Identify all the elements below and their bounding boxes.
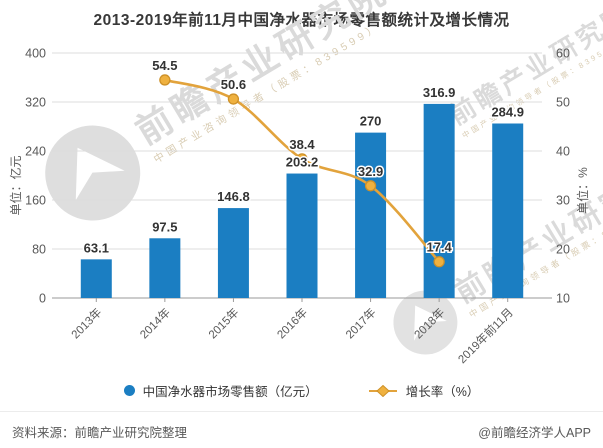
x-axis-label: 2013年 xyxy=(68,305,104,341)
right-axis-tick-label: 50 xyxy=(556,96,570,110)
line-value-label: 50.6 xyxy=(221,77,246,92)
line-marker xyxy=(296,153,308,165)
right-axis-tick-label: 10 xyxy=(556,292,570,306)
right-axis-name: 单位：% xyxy=(575,167,590,214)
credit-note: @前瞻经济学人APP xyxy=(478,426,591,440)
left-axis-tick-label: 240 xyxy=(25,145,46,159)
x-axis-label: 2018年 xyxy=(411,305,447,341)
bar-value-label: 146.8 xyxy=(217,189,250,204)
x-axis-label: 2015年 xyxy=(205,305,241,341)
left-axis-tick-label: 0 xyxy=(39,292,46,306)
footer: 资料来源：前瞻产业研究院整理 @前瞻经济学人APP xyxy=(0,411,603,441)
x-axis-label: 2016年 xyxy=(274,305,310,341)
bar xyxy=(492,123,524,298)
legend-item-growth: 增长率（%） xyxy=(368,381,480,400)
line-value-label: 17.4 xyxy=(426,240,452,255)
line-series-marker-icon xyxy=(368,384,397,397)
chart-title: 2013-2019年前11月中国净水器市场零售额统计及增长情况 xyxy=(93,12,510,29)
line-marker xyxy=(227,93,240,105)
bar-value-label: 270 xyxy=(360,114,382,129)
bar-value-label: 203.2 xyxy=(286,155,319,170)
line-value-label: 38.4 xyxy=(289,137,315,152)
right-axis-tick-label: 20 xyxy=(556,243,570,257)
bar-value-label: 97.5 xyxy=(152,219,177,234)
legend-label-retail: 中国净水器市场零售额（亿元） xyxy=(142,385,318,399)
bar xyxy=(217,208,249,298)
bar xyxy=(423,103,455,299)
left-axis-tick-label: 80 xyxy=(32,243,46,257)
bar xyxy=(355,132,387,298)
right-axis-tick-label: 30 xyxy=(556,194,570,208)
legend-label-growth: 增长率（%） xyxy=(405,385,480,399)
x-axis-label: 2014年 xyxy=(137,305,173,341)
bar-value-label: 63.1 xyxy=(84,240,109,255)
bar xyxy=(80,259,112,298)
legend-item-retail: 中国净水器市场零售额（亿元） xyxy=(123,381,318,400)
bar xyxy=(286,173,318,298)
line-marker xyxy=(159,74,171,86)
bar-value-label: 316.9 xyxy=(423,85,456,100)
left-axis-tick-label: 400 xyxy=(25,47,46,61)
bar-value-label: 284.9 xyxy=(491,104,524,119)
bar xyxy=(149,238,181,298)
left-axis-name: 单位：亿元 xyxy=(8,155,23,215)
line-marker xyxy=(433,256,445,268)
left-axis-tick-label: 320 xyxy=(25,96,46,110)
line-marker xyxy=(364,180,377,192)
x-axis-label: 2019年前11月 xyxy=(455,305,516,366)
bar-series-marker-icon xyxy=(123,385,135,396)
line-value-label: 54.5 xyxy=(152,58,177,73)
left-axis-tick-label: 160 xyxy=(25,194,46,208)
right-axis-tick-label: 60 xyxy=(556,47,570,61)
x-axis-label: 2017年 xyxy=(343,305,379,341)
chart-canvas: 2013年 2014年 2015年 2016年 2017年 2018年 2019年前11月 0… xyxy=(8,47,590,367)
source-note: 资料来源：前瞻产业研究院整理 xyxy=(12,426,188,440)
right-axis-tick-label: 40 xyxy=(556,145,570,159)
legend: 中国净水器市场零售额（亿元） 增长率（%） xyxy=(0,381,603,400)
line-value-label: 32.9 xyxy=(358,164,383,179)
